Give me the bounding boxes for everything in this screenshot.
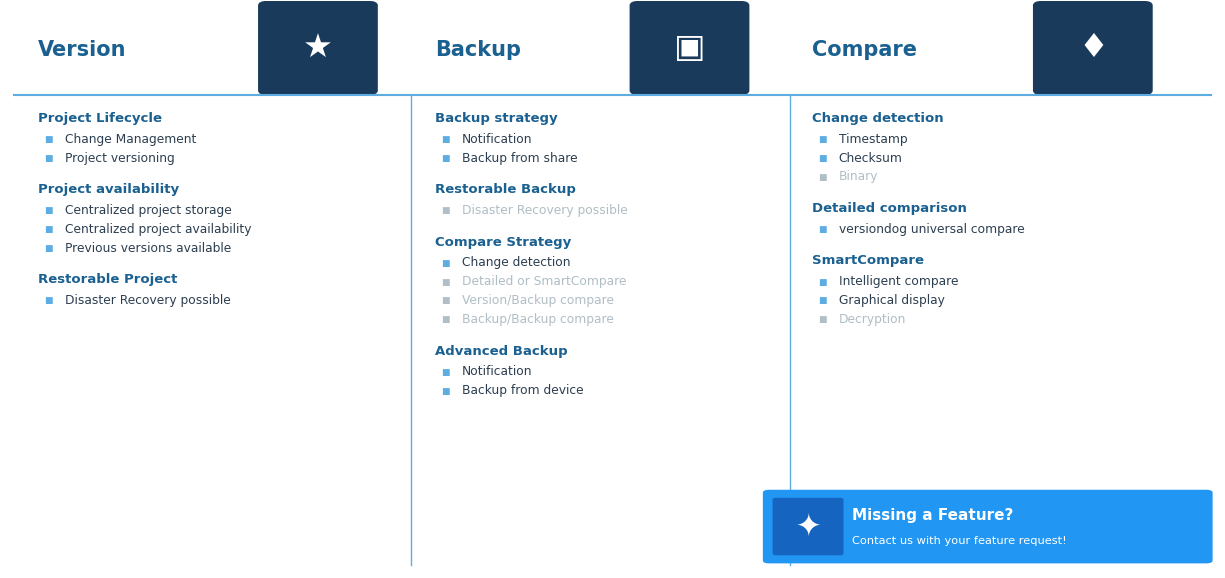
Text: versiondog universal compare: versiondog universal compare (839, 223, 1024, 236)
Text: Project availability: Project availability (38, 183, 179, 196)
Text: Decryption: Decryption (839, 313, 906, 326)
Text: ■: ■ (44, 206, 53, 216)
Text: Backup from device: Backup from device (462, 384, 584, 397)
Text: ■: ■ (818, 297, 827, 306)
Text: Detailed or SmartCompare: Detailed or SmartCompare (462, 275, 627, 288)
Text: ■: ■ (818, 173, 827, 181)
Text: Project versioning: Project versioning (65, 151, 175, 165)
Text: Notification: Notification (462, 365, 533, 379)
Text: ■: ■ (441, 387, 450, 395)
Text: Version: Version (38, 40, 126, 60)
Text: Project Lifecycle: Project Lifecycle (38, 112, 162, 125)
Text: ■: ■ (818, 225, 827, 234)
Text: Restorable Backup: Restorable Backup (435, 183, 576, 196)
Text: ■: ■ (818, 277, 827, 287)
Text: Checksum: Checksum (839, 151, 903, 165)
Text: Backup from share: Backup from share (462, 151, 578, 165)
Text: Binary: Binary (839, 171, 878, 183)
FancyBboxPatch shape (258, 1, 377, 95)
Text: Compare: Compare (812, 40, 916, 60)
Text: ■: ■ (44, 135, 53, 144)
Text: Disaster Recovery possible: Disaster Recovery possible (462, 204, 628, 217)
Text: Missing a Feature?: Missing a Feature? (853, 508, 1013, 523)
Text: Restorable Project: Restorable Project (38, 273, 178, 286)
FancyBboxPatch shape (773, 498, 844, 555)
Text: ✦: ✦ (795, 512, 821, 541)
Text: Version/Backup compare: Version/Backup compare (462, 294, 614, 307)
Text: ■: ■ (44, 154, 53, 163)
Text: ■: ■ (818, 135, 827, 144)
Text: Backup strategy: Backup strategy (435, 112, 557, 125)
Text: Detailed comparison: Detailed comparison (812, 202, 967, 215)
Text: ■: ■ (441, 368, 450, 377)
Text: Timestamp: Timestamp (839, 133, 908, 146)
Text: ♦: ♦ (1078, 31, 1107, 65)
Text: Intelligent compare: Intelligent compare (839, 275, 958, 288)
Text: ■: ■ (441, 154, 450, 163)
Text: Change detection: Change detection (462, 257, 571, 269)
Text: Change Management: Change Management (65, 133, 196, 146)
Text: ■: ■ (44, 244, 53, 253)
Text: Contact us with your feature request!: Contact us with your feature request! (853, 536, 1067, 547)
Text: Backup: Backup (435, 40, 522, 60)
Text: ■: ■ (441, 206, 450, 216)
Text: ★: ★ (303, 31, 333, 65)
FancyBboxPatch shape (630, 1, 750, 95)
Text: ■: ■ (441, 277, 450, 287)
Text: Notification: Notification (462, 133, 533, 146)
Text: ■: ■ (818, 154, 827, 163)
Text: Centralized project availability: Centralized project availability (65, 223, 251, 236)
Text: Change detection: Change detection (812, 112, 943, 125)
Text: Graphical display: Graphical display (839, 294, 944, 307)
Text: ■: ■ (441, 297, 450, 306)
Text: ■: ■ (44, 297, 53, 306)
Text: ▣: ▣ (674, 31, 706, 65)
FancyBboxPatch shape (1033, 1, 1153, 95)
Text: ■: ■ (441, 135, 450, 144)
Text: ■: ■ (818, 316, 827, 324)
Text: Centralized project storage: Centralized project storage (65, 204, 232, 217)
Text: Advanced Backup: Advanced Backup (435, 344, 568, 358)
Text: ■: ■ (441, 316, 450, 324)
Text: Backup/Backup compare: Backup/Backup compare (462, 313, 614, 326)
Text: ■: ■ (441, 259, 450, 268)
Text: Disaster Recovery possible: Disaster Recovery possible (65, 294, 230, 307)
Text: ■: ■ (44, 225, 53, 234)
FancyBboxPatch shape (763, 490, 1213, 564)
Text: Compare Strategy: Compare Strategy (435, 236, 572, 249)
Text: SmartCompare: SmartCompare (812, 254, 924, 268)
Text: Previous versions available: Previous versions available (65, 242, 232, 255)
